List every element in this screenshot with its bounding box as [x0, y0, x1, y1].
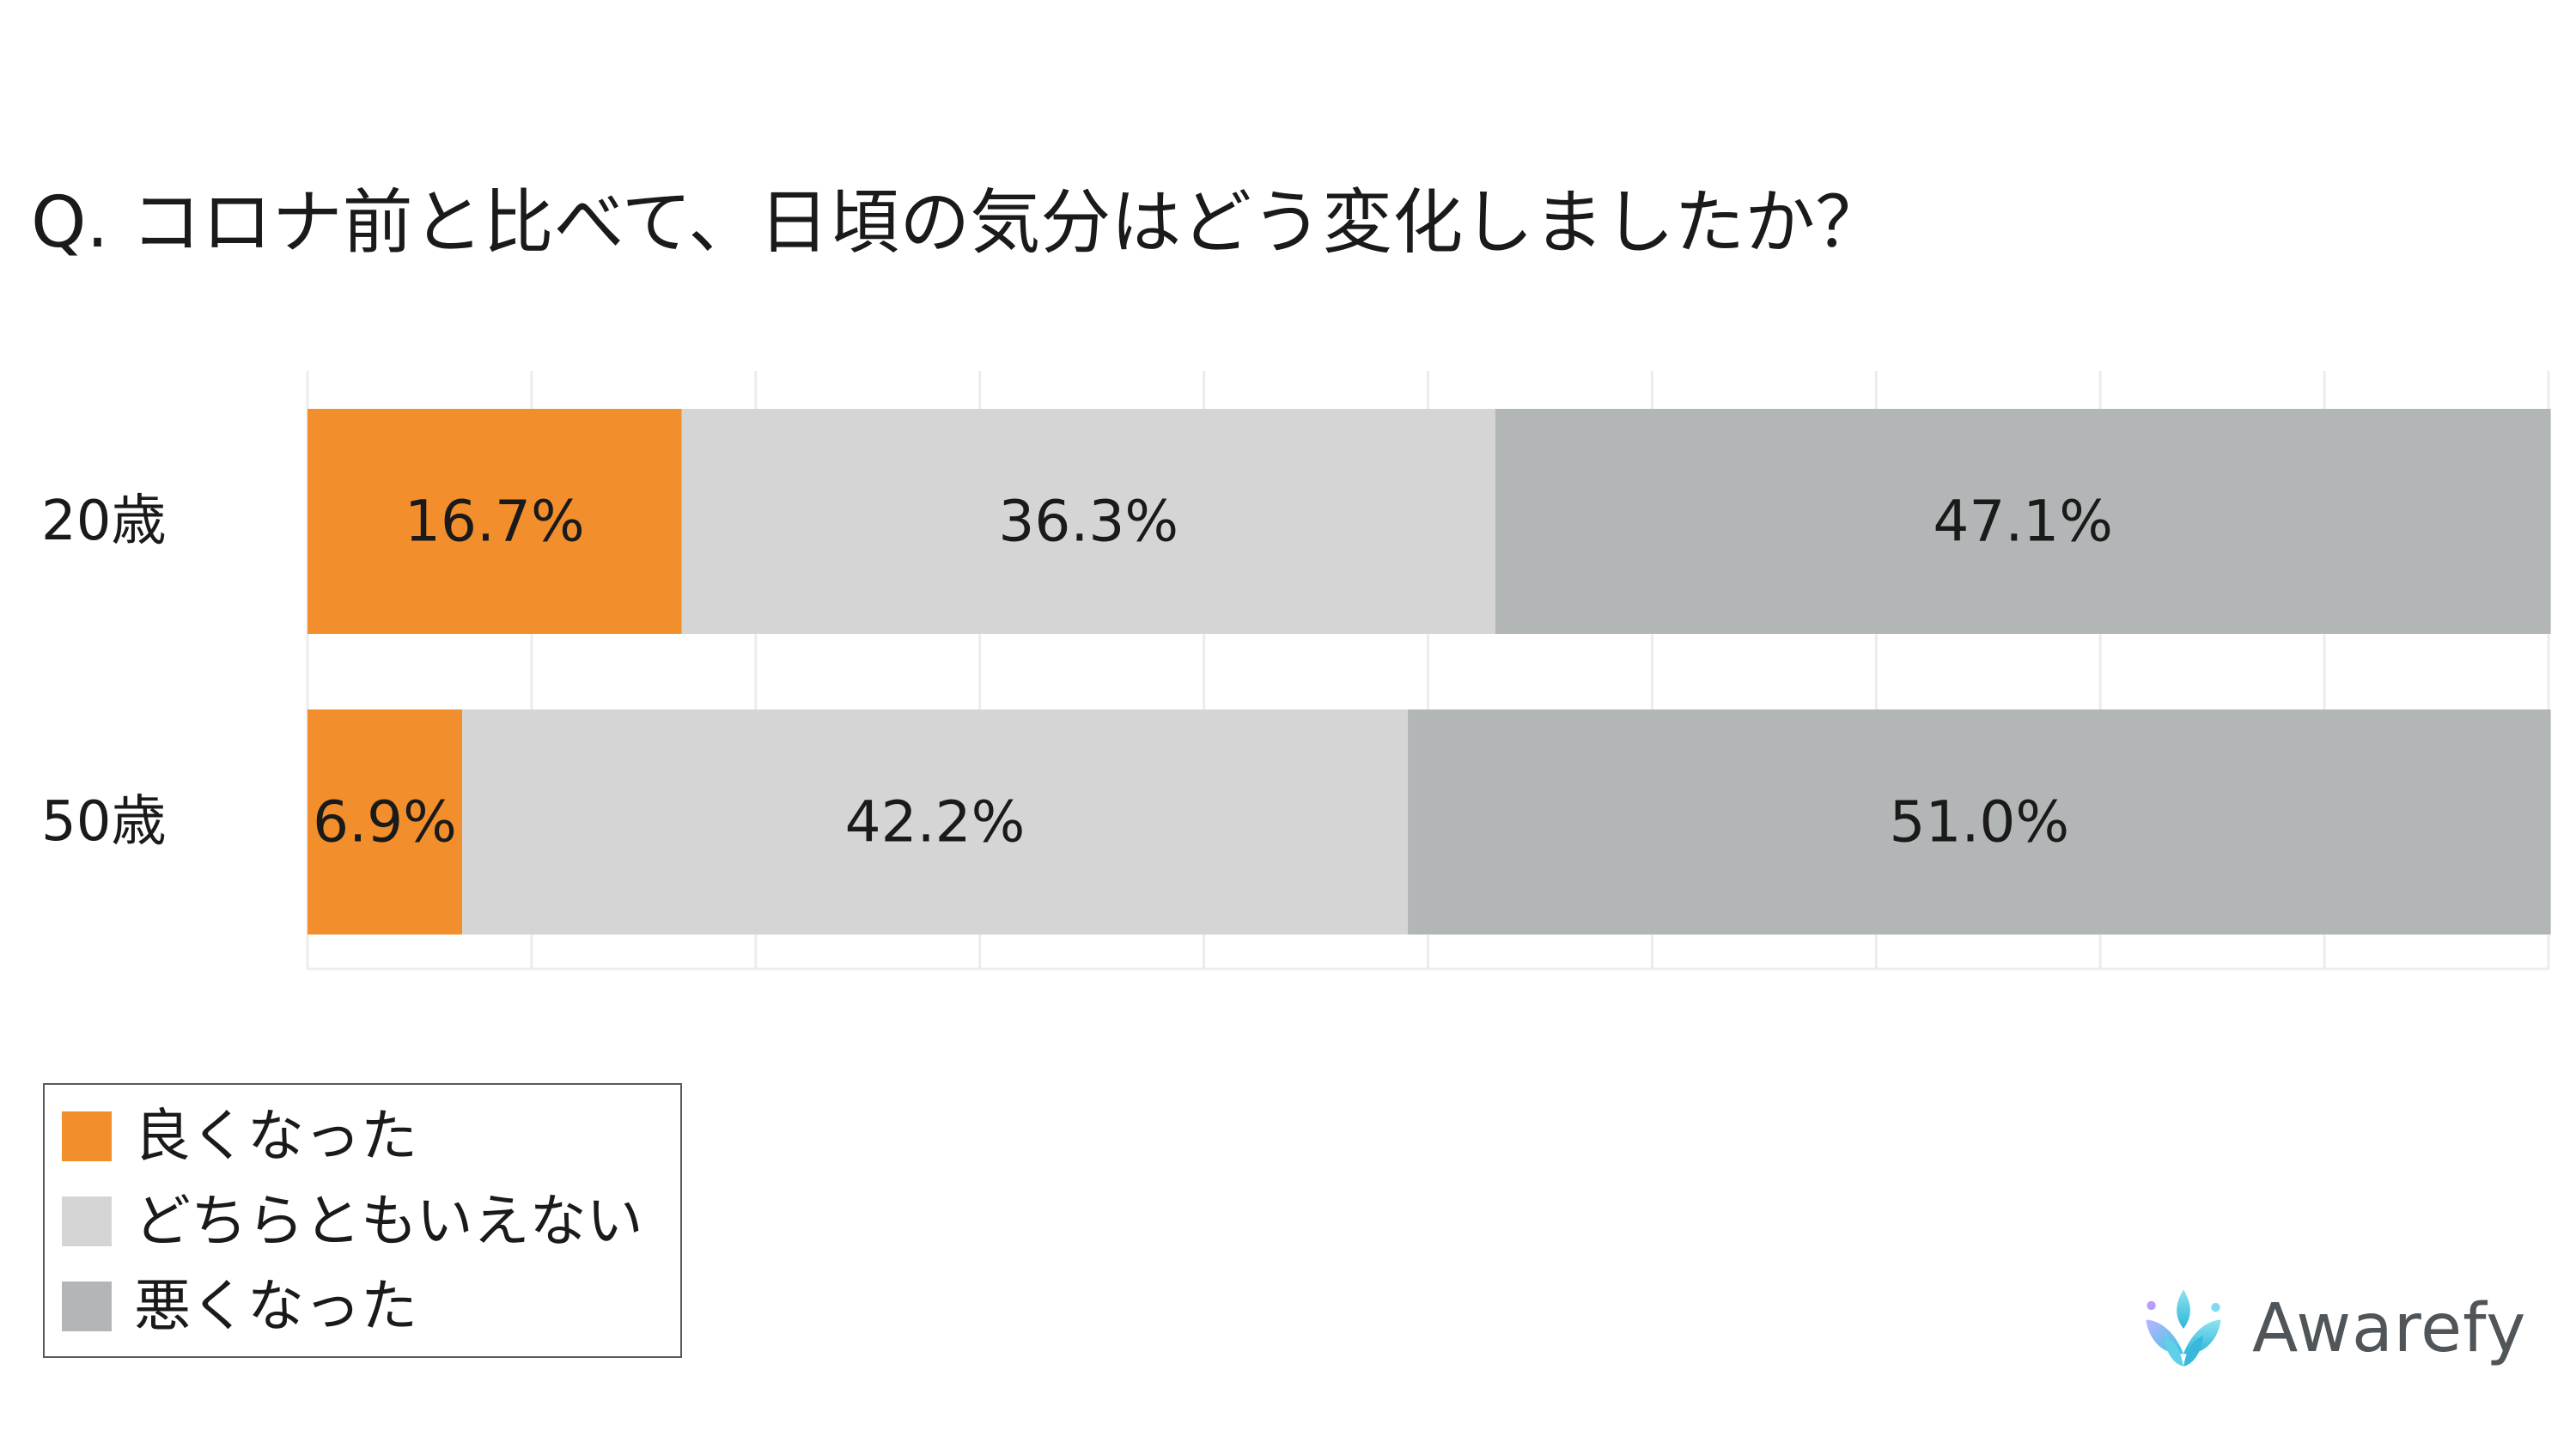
- data-label-1-1: 42.2%: [845, 789, 1026, 855]
- category-label-0: 20歳: [41, 490, 166, 553]
- data-label-0-2: 47.1%: [1933, 489, 2113, 555]
- awarefy-logo: Awarefy: [2139, 1284, 2526, 1373]
- bar-segment-1-2: [1408, 709, 2551, 935]
- legend: 良くなった どちらともいえない 悪くなった: [43, 1083, 682, 1358]
- legend-label-worse: 悪くなった: [134, 1273, 417, 1339]
- data-label-1-0: 6.9%: [313, 789, 457, 855]
- legend-item-neutral: どちらともいえない: [62, 1187, 643, 1256]
- logo-text: Awarefy: [2252, 1290, 2527, 1367]
- data-label-0-1: 36.3%: [998, 489, 1178, 555]
- bar-segment-1-0: [308, 709, 463, 935]
- legend-label-neutral: どちらともいえない: [134, 1188, 643, 1254]
- data-label-0-0: 16.7%: [405, 489, 585, 555]
- bar-segment-0-1: [681, 409, 1495, 634]
- data-label-1-2: 51.0%: [1889, 789, 2069, 855]
- legend-swatch-worse: [62, 1282, 112, 1331]
- chart-title: Q. コロナ前と比べて、日頃の気分はどう変化しましたか？: [31, 182, 1886, 264]
- legend-item-worse: 悪くなった: [62, 1272, 417, 1341]
- legend-item-better: 良くなった: [62, 1102, 417, 1171]
- bar-segment-0-0: [308, 409, 682, 634]
- legend-label-better: 良くなった: [134, 1103, 417, 1169]
- category-label-1: 50歳: [41, 790, 166, 854]
- bar-segment-1-1: [462, 709, 1409, 935]
- bar-segment-0-2: [1495, 409, 2551, 634]
- legend-swatch-better: [62, 1111, 112, 1161]
- legend-swatch-neutral: [62, 1196, 112, 1246]
- awarefy-logo-icon: [2146, 1289, 2221, 1367]
